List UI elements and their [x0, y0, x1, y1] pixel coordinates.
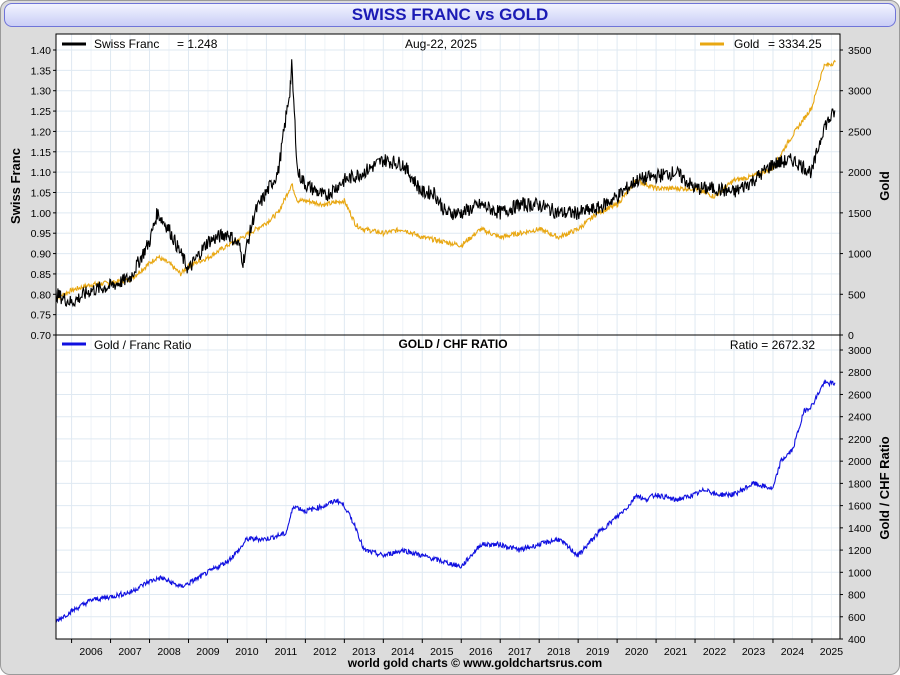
- top-right-axis: 0 500 1000 1500 2000 2500 3000 3500: [840, 45, 872, 342]
- ratio-tick-label: 3000: [848, 345, 872, 357]
- left-tick-label: 0.80: [31, 289, 52, 301]
- ratio-tick-label: 2000: [848, 456, 872, 468]
- bottom-panel-series: [55, 379, 836, 623]
- x-tick-label: 2007: [118, 646, 142, 658]
- ratio-readout: Ratio = 2672.32: [730, 338, 815, 352]
- left-tick-label: 1.10: [31, 167, 52, 179]
- right-tick-label: 3500: [848, 45, 872, 57]
- right-tick-label: 1000: [848, 249, 872, 261]
- left-tick-label: 1.25: [31, 106, 52, 118]
- x-tick-label: 2023: [742, 646, 766, 658]
- chart-title: SWISS FRANC vs GOLD: [4, 3, 896, 27]
- x-tick-label: 2013: [352, 646, 376, 658]
- ratio-tick-label: 1200: [848, 545, 872, 557]
- bottom-panel-background: [56, 335, 840, 639]
- right-tick-label: 2000: [848, 167, 872, 179]
- ratio-tick-label: 1800: [848, 478, 872, 490]
- x-tick-label: 2012: [313, 646, 337, 658]
- legend-gold-value: = 3334.25: [768, 37, 822, 51]
- x-tick-label: 2014: [391, 646, 415, 658]
- x-tick-label: 2009: [196, 646, 220, 658]
- footer-credit: world gold charts © www.goldchartsrus.co…: [347, 656, 602, 670]
- right-tick-label: 0: [848, 330, 854, 342]
- left-tick-label: 0.90: [31, 249, 52, 261]
- x-tick-label: 2019: [586, 646, 610, 658]
- left-tick-label: 0.95: [31, 228, 52, 240]
- y-axis-label-franc: Swiss Franc: [8, 148, 23, 224]
- legend-ratio-name: Gold / Franc Ratio: [94, 338, 192, 352]
- right-tick-label: 500: [848, 289, 866, 301]
- left-tick-label: 0.70: [31, 330, 52, 342]
- right-tick-label: 2500: [848, 126, 872, 138]
- chart-date: Aug-22, 2025: [405, 37, 477, 51]
- top-panel-series: [55, 59, 836, 308]
- bottom-panel-border: [55, 334, 841, 640]
- left-tick-label: 1.15: [31, 147, 52, 159]
- ratio-tick-label: 800: [848, 590, 866, 602]
- ratio-tick-label: 1600: [848, 501, 872, 513]
- x-tick-label: 2011: [275, 646, 298, 658]
- swiss-franc-line: [55, 59, 836, 308]
- bottom-right-axis: 400 600 800 1000 1200 1400 1600 1800 2000 2200 240…: [840, 345, 872, 646]
- ratio-tick-label: 1400: [848, 523, 872, 535]
- ratio-tick-label: 2400: [848, 412, 872, 424]
- gold-franc-ratio-line: [55, 379, 836, 623]
- x-tick-label: 2016: [469, 646, 493, 658]
- right-tick-label: 1500: [848, 208, 872, 220]
- y-axis-label-ratio: Gold / CHF Ratio: [877, 436, 892, 539]
- left-tick-label: 0.85: [31, 269, 52, 281]
- bottom-panel-grid: [56, 335, 840, 640]
- x-tick-label: 2024: [781, 646, 805, 658]
- left-tick-label: 1.00: [31, 208, 52, 220]
- ratio-tick-label: 2200: [848, 434, 872, 446]
- left-tick-label: 1.05: [31, 188, 52, 200]
- y-axis-label-gold: Gold: [877, 171, 892, 201]
- ratio-tick-label: 400: [848, 634, 866, 646]
- x-tick-label: 2015: [430, 646, 454, 658]
- x-tick-label: 2020: [625, 646, 649, 658]
- legend-franc-name: Swiss Franc: [94, 37, 159, 51]
- top-left-axis: 0.70 0.75 0.80 0.85 0.90 0.95 1.00 1.05 1.10 1.15…: [31, 45, 56, 342]
- ratio-tick-label: 2800: [848, 367, 872, 379]
- x-axis: 2006 2007 2008 2009 2010 2011 2012 2013 2014 2015…: [71, 639, 844, 658]
- x-tick-label: 2022: [703, 646, 727, 658]
- left-tick-label: 1.40: [31, 45, 52, 57]
- right-tick-label: 3000: [848, 86, 872, 98]
- left-tick-label: 1.30: [31, 86, 52, 98]
- x-tick-label: 2018: [547, 646, 571, 658]
- ratio-panel-title: GOLD / CHF RATIO: [398, 337, 507, 351]
- x-tick-label: 2006: [79, 646, 103, 658]
- ratio-tick-label: 2600: [848, 389, 872, 401]
- left-tick-label: 1.35: [31, 65, 52, 77]
- left-tick-label: 1.20: [31, 126, 52, 138]
- x-tick-label: 2008: [157, 646, 181, 658]
- ratio-tick-label: 600: [848, 612, 866, 624]
- x-tick-label: 2025: [820, 646, 844, 658]
- left-tick-label: 0.75: [31, 310, 52, 322]
- x-tick-label: 2021: [664, 646, 688, 658]
- ratio-tick-label: 1000: [848, 567, 872, 579]
- x-tick-label: 2010: [235, 646, 259, 658]
- legend-franc-value: = 1.248: [177, 37, 218, 51]
- top-panel-grid: [56, 34, 840, 336]
- x-tick-label: 2017: [508, 646, 532, 658]
- legend-gold-name: Gold: [734, 37, 759, 51]
